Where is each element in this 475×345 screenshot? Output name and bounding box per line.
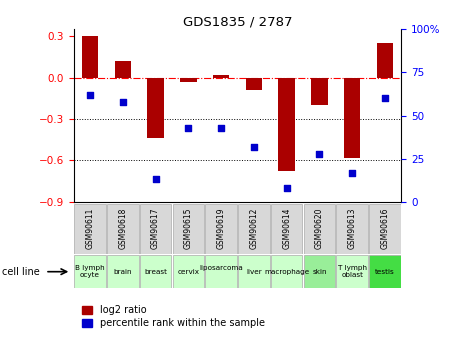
Bar (369, 255, 401, 288)
Text: brain: brain (114, 269, 132, 275)
Bar (172, 255, 204, 288)
Bar (344, 78, 361, 158)
Point (86, 92, 94, 98)
Text: GSM90615: GSM90615 (184, 208, 193, 249)
Text: GSM90620: GSM90620 (315, 208, 324, 249)
Point (152, 177, 160, 182)
Bar (140, 204, 171, 254)
Bar (205, 255, 237, 288)
Text: breast: breast (144, 269, 167, 275)
Point (218, 125, 225, 130)
Point (119, 99, 126, 105)
Point (315, 151, 323, 156)
Text: testis: testis (375, 269, 395, 275)
Point (283, 185, 290, 191)
Text: liver: liver (246, 269, 262, 275)
Bar (377, 43, 393, 78)
Title: GDS1835 / 2787: GDS1835 / 2787 (183, 15, 292, 28)
Bar (205, 204, 237, 254)
Text: B lymph
ocyte: B lymph ocyte (75, 265, 105, 278)
Bar (238, 255, 270, 288)
Text: cell line: cell line (2, 267, 40, 277)
Text: cervix: cervix (177, 269, 200, 275)
Text: GSM90612: GSM90612 (249, 208, 258, 249)
Bar (74, 204, 106, 254)
Text: GSM90616: GSM90616 (380, 208, 390, 249)
Text: GSM90617: GSM90617 (151, 208, 160, 249)
Legend: log2 ratio, percentile rank within the sample: log2 ratio, percentile rank within the s… (78, 302, 269, 332)
Text: GSM90614: GSM90614 (282, 208, 291, 249)
Point (381, 96, 389, 101)
Bar (114, 61, 131, 78)
Bar (213, 75, 229, 78)
Bar (180, 78, 197, 82)
Point (348, 170, 356, 175)
Bar (336, 255, 368, 288)
Bar (172, 204, 204, 254)
Point (250, 144, 257, 149)
Bar (238, 204, 270, 254)
Text: T lymph
oblast: T lymph oblast (338, 265, 367, 278)
Text: GSM90619: GSM90619 (217, 208, 226, 249)
Bar (304, 204, 335, 254)
Text: macrophage: macrophage (264, 269, 309, 275)
Bar (107, 204, 139, 254)
Bar (140, 255, 171, 288)
Text: skin: skin (312, 269, 327, 275)
Bar (82, 36, 98, 78)
Bar (271, 255, 303, 288)
Point (184, 125, 192, 130)
Text: GSM90611: GSM90611 (86, 208, 95, 249)
Text: GSM90618: GSM90618 (118, 208, 127, 249)
Bar (74, 255, 106, 288)
Bar (304, 255, 335, 288)
Bar (311, 78, 328, 105)
Bar (369, 204, 401, 254)
Bar (278, 78, 295, 171)
Text: GSM90613: GSM90613 (348, 208, 357, 249)
Bar (147, 78, 164, 138)
Bar (271, 204, 303, 254)
Bar (246, 78, 262, 90)
Text: liposarcoma: liposarcoma (199, 265, 243, 278)
Bar (336, 204, 368, 254)
Bar (107, 255, 139, 288)
